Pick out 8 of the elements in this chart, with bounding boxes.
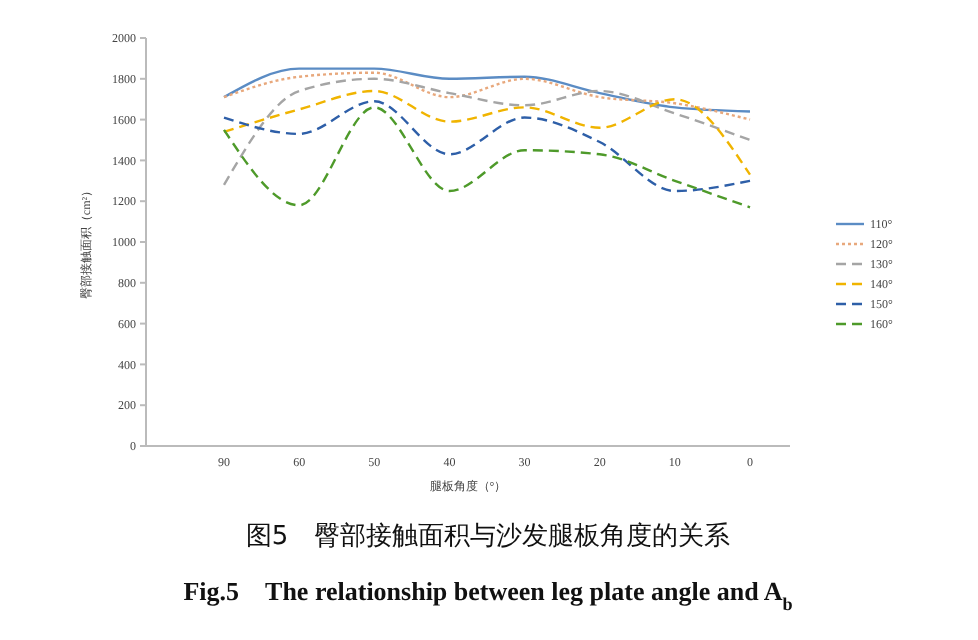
line-series bbox=[222, 67, 752, 113]
line-series bbox=[222, 77, 752, 187]
line-series bbox=[222, 71, 752, 121]
text: Fig.5 The relationship between leg plate angle and A$_{b}$ bbox=[183, 576, 793, 614]
line-series bbox=[222, 100, 752, 193]
line-series bbox=[222, 89, 752, 176]
line-series bbox=[222, 106, 752, 209]
text: 图5 臀部接触面积与沙发腿板角度的关系 bbox=[245, 520, 731, 552]
